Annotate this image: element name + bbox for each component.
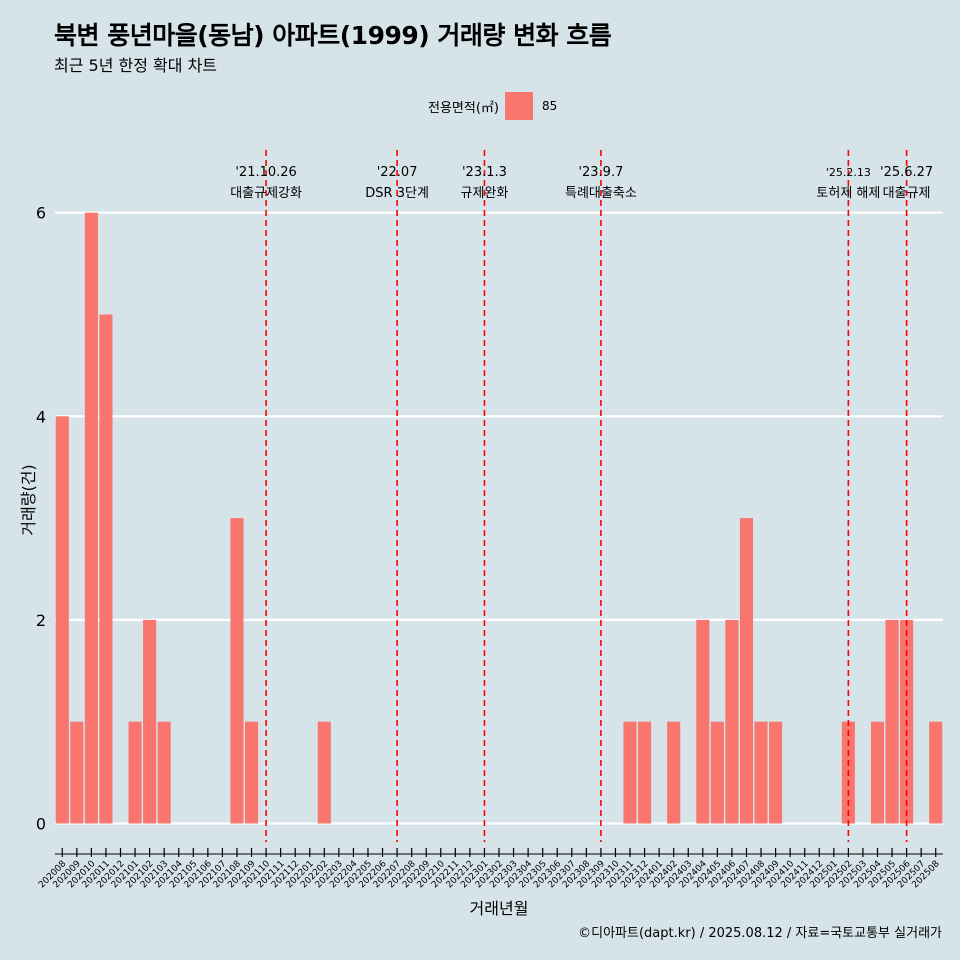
bar (143, 619, 157, 824)
bar (230, 518, 244, 824)
bars (55, 212, 943, 824)
bar (696, 619, 710, 824)
chart-subtitle: 최근 5년 한정 확대 차트 (54, 56, 218, 75)
bar (70, 721, 84, 824)
gridlines (55, 211, 943, 825)
y-tick-label: 2 (36, 611, 46, 630)
bar (317, 721, 331, 824)
legend-key (504, 92, 533, 120)
event-label: 대출규제 (883, 186, 931, 201)
bar (754, 721, 768, 824)
bar (84, 212, 98, 824)
x-axis: 2020082020092020102020112020122021012021… (37, 848, 943, 890)
legend-item-label: 85 (541, 99, 558, 113)
bar (870, 721, 885, 824)
bar (769, 721, 783, 824)
event-date: '25.6.27 (880, 165, 933, 180)
source-caption: ©디아파트(dapt.kr) / 2025.08.12 / 자료=국토교통부 실… (578, 926, 942, 941)
y-axis-title: 거래량(건) (19, 464, 38, 535)
event-lines (265, 150, 908, 842)
bar (725, 619, 739, 824)
bar (623, 721, 637, 824)
event-label: 대출규제강화 (230, 186, 302, 201)
y-tick-label: 4 (36, 407, 46, 426)
event-label: DSR 3단계 (365, 186, 429, 201)
bar (885, 619, 899, 824)
y-tick-label: 0 (36, 815, 46, 834)
bar (710, 721, 724, 824)
event-label: 규제완화 (461, 186, 509, 201)
bar (55, 416, 69, 824)
event-annotations: '21.10.26 대출규제강화 '22.07 DSR 3단계 '23.1.3 규제완화 '… (230, 165, 933, 201)
event-date: '25.2.13 (826, 166, 871, 179)
bar (244, 721, 259, 824)
legend: 전용면적(㎡) 85 (428, 92, 557, 120)
event-date: '21.10.26 (235, 165, 296, 180)
bar (157, 721, 171, 824)
event-label: 특례대출축소 (565, 186, 637, 201)
bar (638, 721, 652, 824)
bar (99, 314, 113, 824)
event-date: '23.9.7 (578, 165, 623, 180)
chart-title: 북변 풍년마을(동남) 아파트(1999) 거래량 변화 흐름 (54, 21, 612, 50)
legend-title: 전용면적(㎡) (428, 100, 499, 116)
x-axis-title: 거래년월 (470, 899, 529, 918)
event-date: '22.07 (377, 165, 418, 180)
bar (929, 721, 943, 824)
bar (739, 518, 754, 824)
bar (667, 721, 681, 824)
y-axis: 0 2 4 6 (36, 204, 46, 834)
event-date: '23.1.3 (462, 165, 507, 180)
bar (128, 721, 142, 824)
y-tick-label: 6 (36, 204, 46, 223)
event-label: 토허제 해제 (816, 186, 880, 201)
